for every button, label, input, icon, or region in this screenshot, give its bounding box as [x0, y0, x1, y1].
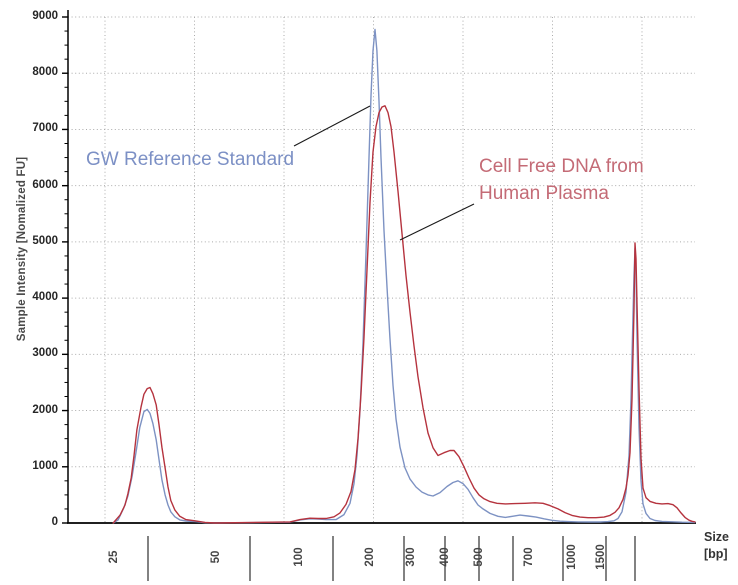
- x-tick-label-200: 200: [364, 547, 376, 567]
- annotation-line-gw: [293, 105, 371, 147]
- y-tick-label-0: 0: [51, 516, 58, 528]
- series-gw-reference-trace: [112, 28, 696, 524]
- y-tick-label-6000: 6000: [32, 178, 58, 191]
- annotation-line-cfdna: [399, 203, 475, 241]
- x-tick-label-400: 400: [439, 547, 451, 567]
- x-axis-title-line2: [bp]: [704, 547, 728, 561]
- annotation-cell-free-dna: Cell Free DNA from Human Plasma: [479, 156, 644, 204]
- x-tick-label-25: 25: [108, 550, 120, 564]
- y-axis-title: Sample Intensity [Nomalized FU]: [16, 156, 28, 342]
- y-tick-label-1000: 1000: [32, 459, 58, 472]
- x-tick-label-300: 300: [405, 547, 417, 567]
- x-tick-label-100: 100: [293, 547, 305, 567]
- x-tick-label-1000: 1000: [566, 544, 578, 570]
- y-tick-label-9000: 9000: [32, 10, 58, 22]
- annotation-gw-reference-standard: GW Reference Standard: [86, 149, 295, 170]
- y-tick-label-4000: 4000: [32, 291, 58, 304]
- x-tick-label-1500: 1500: [595, 544, 607, 570]
- x-axis-title-line1: Size: [704, 530, 730, 544]
- y-tick-label-2000: 2000: [32, 403, 58, 416]
- y-tick-label-8000: 8000: [32, 66, 58, 79]
- y-tick-label-3000: 3000: [32, 347, 58, 360]
- y-tick-label-5000: 5000: [32, 234, 58, 247]
- series-cfdna-trace: [112, 105, 696, 524]
- y-tick-label-7000: 7000: [32, 122, 58, 135]
- x-tick-label-500: 500: [473, 547, 485, 567]
- x-tick-label-50: 50: [210, 550, 222, 564]
- x-axis-title: Size [bp]: [704, 529, 729, 563]
- x-tick-label-700: 700: [523, 547, 535, 567]
